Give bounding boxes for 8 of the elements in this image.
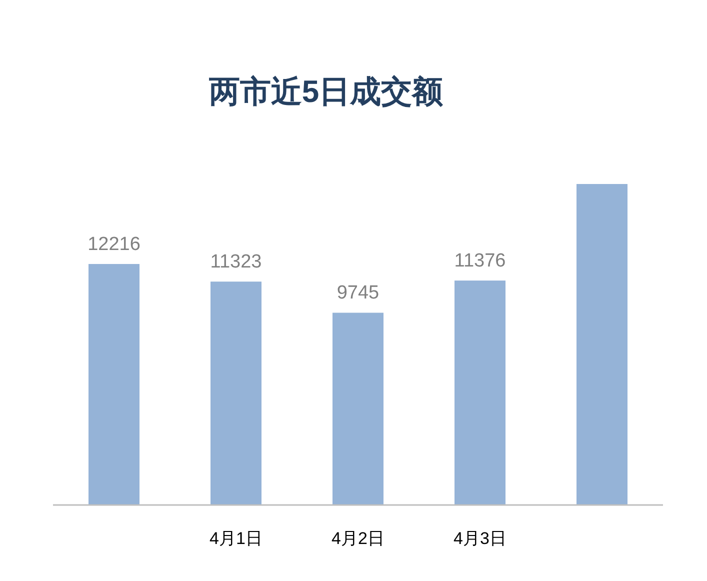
x-tick-label: 4月1日: [210, 529, 262, 548]
data-label: 9745: [336, 282, 380, 304]
title: 两市近5日成交额: [208, 74, 444, 109]
data-label: 12216: [88, 234, 140, 255]
data-label: 11376: [454, 250, 506, 272]
x-tick-label: 4月2日: [332, 529, 384, 548]
data-label: 11323: [210, 252, 262, 273]
x-tick-label: 4月3日: [454, 529, 506, 548]
